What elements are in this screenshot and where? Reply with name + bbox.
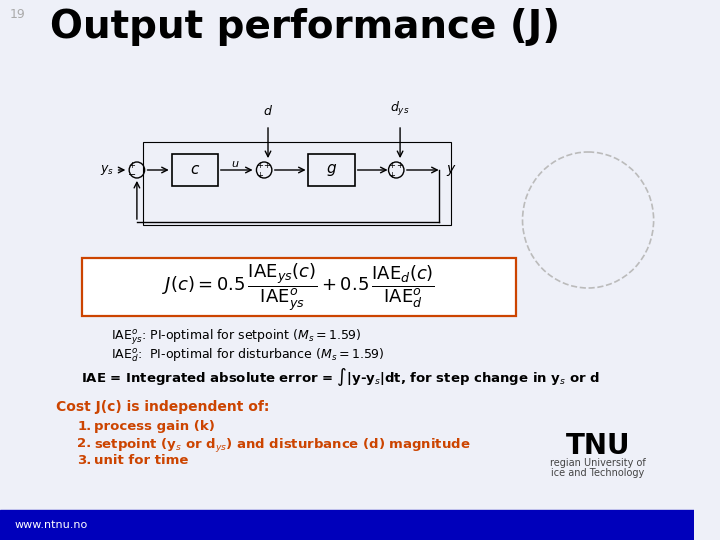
Text: Cost J(c) is independent of:: Cost J(c) is independent of: bbox=[56, 400, 269, 414]
Text: www.ntnu.no: www.ntnu.no bbox=[14, 520, 88, 530]
Text: 2.: 2. bbox=[77, 437, 91, 450]
Bar bbox=[0, 510, 694, 540]
Bar bbox=[143, 142, 451, 225]
Text: process gain (k): process gain (k) bbox=[94, 420, 215, 433]
Text: +: + bbox=[256, 160, 263, 170]
Text: 1.: 1. bbox=[77, 420, 91, 433]
Text: Output performance (J): Output performance (J) bbox=[50, 8, 560, 46]
FancyBboxPatch shape bbox=[82, 258, 516, 316]
Text: +: + bbox=[264, 160, 271, 170]
Text: $u$: $u$ bbox=[231, 159, 240, 169]
Text: +: + bbox=[388, 160, 395, 170]
Text: 3.: 3. bbox=[77, 454, 91, 467]
Text: ice and Technology: ice and Technology bbox=[551, 468, 644, 478]
Text: $c$: $c$ bbox=[189, 163, 200, 178]
Text: +: + bbox=[256, 171, 263, 179]
FancyBboxPatch shape bbox=[171, 154, 218, 186]
Text: unit for time: unit for time bbox=[94, 454, 188, 467]
Text: $J(c) = 0.5\,\dfrac{\mathrm{IAE}_{ys}(c)}{\mathrm{IAE}^o_{ys}} + 0.5\,\dfrac{\ma: $J(c) = 0.5\,\dfrac{\mathrm{IAE}_{ys}(c)… bbox=[163, 261, 436, 313]
Text: TNU: TNU bbox=[565, 432, 630, 460]
Text: +: + bbox=[388, 171, 395, 179]
Text: setpoint (y$_s$ or d$_{ys}$) and disturbance (d) magnitude: setpoint (y$_s$ or d$_{ys}$) and disturb… bbox=[94, 437, 470, 455]
Text: $y_s$: $y_s$ bbox=[99, 163, 114, 177]
Text: $\mathrm{IAE}^o_{d}$:  PI-optimal for disturbance $(M_s = 1.59)$: $\mathrm{IAE}^o_{d}$: PI-optimal for dis… bbox=[111, 346, 384, 363]
Text: regian University of: regian University of bbox=[550, 458, 646, 468]
Text: $d$: $d$ bbox=[263, 104, 273, 118]
Text: 19: 19 bbox=[9, 8, 25, 21]
Text: $g$: $g$ bbox=[326, 162, 337, 178]
Text: +: + bbox=[129, 160, 135, 170]
Text: $\mathrm{IAE}^o_{ys}$: PI-optimal for setpoint $(M_s = 1.59)$: $\mathrm{IAE}^o_{ys}$: PI-optimal for se… bbox=[111, 328, 361, 347]
Text: $d_{ys}$: $d_{ys}$ bbox=[390, 100, 410, 118]
Text: $y$: $y$ bbox=[446, 163, 457, 178]
Text: +: + bbox=[396, 160, 402, 170]
FancyBboxPatch shape bbox=[308, 154, 355, 186]
Text: IAE = Integrated absolute error = $\int$|y-y$_s$|dt, for step change in y$_s$ or: IAE = Integrated absolute error = $\int$… bbox=[81, 366, 600, 388]
Text: −: − bbox=[128, 170, 136, 180]
